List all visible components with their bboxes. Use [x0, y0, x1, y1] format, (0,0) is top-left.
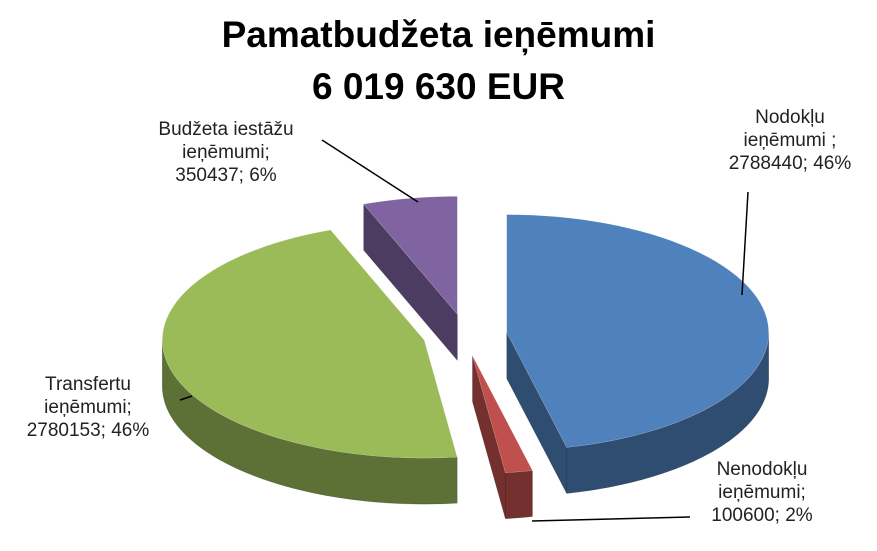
- chart-title: Pamatbudžeta ieņēmumi: [221, 14, 656, 55]
- data-label: Budžeta iestāžu ieņēmumi; 350437; 6%: [136, 118, 316, 187]
- data-label: Nodokļu ieņēmumi ; 2788440; 46%: [700, 106, 877, 175]
- slice: [161, 229, 458, 459]
- slice-side: [161, 340, 458, 505]
- leader-line: [321, 139, 419, 203]
- chart-subtitle: 6 019 630 EUR: [311, 66, 565, 107]
- leader-line: [531, 516, 691, 522]
- slice: [506, 214, 769, 448]
- pie: [161, 196, 770, 520]
- leader-line: [179, 395, 193, 401]
- value-label: 2788440; 46%: [728, 153, 852, 174]
- slice: [363, 196, 458, 316]
- data-label: Nenodokļu ieņēmumi; 100600; 2%: [672, 458, 852, 527]
- category-label: Transfertu ieņēmumi;: [44, 374, 132, 418]
- category-label: Nenodokļu ieņēmumi;: [716, 459, 808, 503]
- leader-line: [741, 191, 749, 296]
- value-label: 350437; 6%: [175, 165, 277, 186]
- value-label: 100600; 2%: [711, 505, 813, 526]
- slice-side: [506, 332, 770, 494]
- data-label: Transfertu ieņēmumi; 2780153; 46%: [0, 373, 178, 442]
- category-label: Nodokļu ieņēmumi ;: [743, 107, 837, 151]
- slice-side: [363, 203, 458, 362]
- slice: [472, 355, 533, 474]
- category-label: Budžeta iestāžu ieņēmumi;: [158, 119, 294, 163]
- value-label: 2780153; 46%: [26, 420, 150, 441]
